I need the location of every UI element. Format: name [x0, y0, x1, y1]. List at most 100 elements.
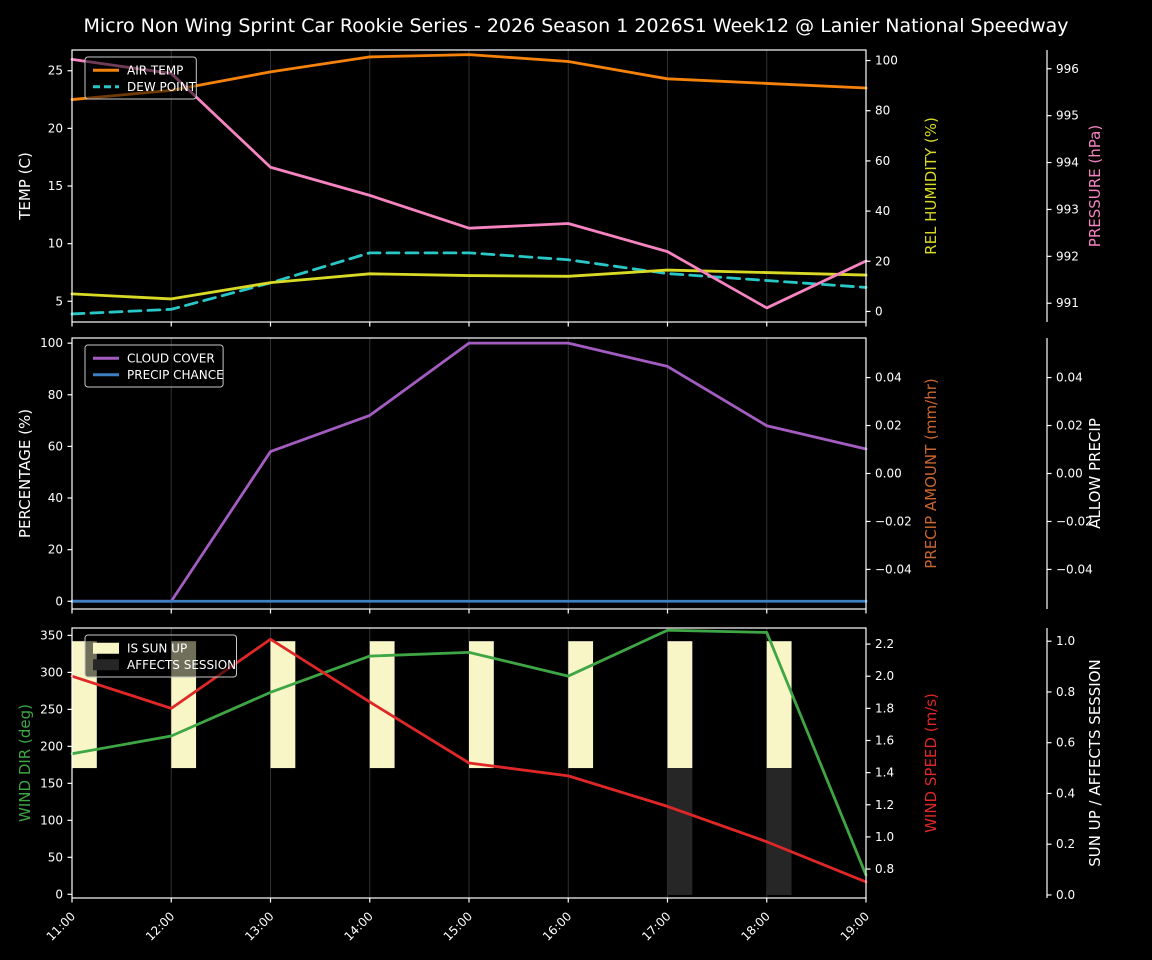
pressure-line — [70, 57, 868, 310]
y-tick-label: 60 — [48, 439, 63, 453]
axis-label-rel-humidity-: REL HUMIDITY (%) — [922, 117, 940, 255]
y-axis-left-temp-c-: 5 10 15 20 25 TEMP (C) — [16, 64, 72, 308]
subplot-precipitation: 0 20 40 60 80 100 PERCENTAGE (%) −0.04 −0.02 0.00… — [16, 336, 1104, 614]
y-tick-label: 1.0 — [1056, 634, 1075, 648]
wind-dir-line — [70, 628, 868, 877]
x-tick-label: 13:00 — [242, 909, 276, 943]
y-tick-label: 2.0 — [875, 669, 894, 683]
y-tick-label: 0 — [55, 594, 63, 608]
y-tick-label: 150 — [40, 776, 63, 790]
y-axis-right-precip-amount-mm-hr-: −0.04 −0.02 0.00 0.02 0.04 PRECIP AMOUNT (mm/… — [866, 371, 940, 576]
y-tick-label: 25 — [48, 64, 63, 78]
y-tick-label: 100 — [875, 54, 898, 68]
axis-label-percentage-: PERCENTAGE (%) — [16, 409, 34, 538]
y-tick-label: 20 — [875, 254, 890, 268]
y-tick-label: 1.8 — [875, 701, 894, 715]
affects-session-swatch — [93, 659, 119, 671]
legend-label: IS SUN UP — [127, 641, 187, 655]
y-tick-label: 1.6 — [875, 734, 894, 748]
x-axis-ticks: 11:00 12:00 13:00 14:00 15:00 16:00 17:00 18:00… — [44, 898, 872, 944]
y-tick-label: 0.8 — [1056, 685, 1075, 699]
axis-label-temp-c-: TEMP (C) — [16, 152, 34, 221]
legend-label: DEW POINT — [127, 80, 197, 94]
y-axis-offset-allow-precip: −0.04 −0.02 0.00 0.02 0.04 ALLOW PRECIP — [1046, 338, 1104, 609]
y-tick-label: 300 — [40, 665, 63, 679]
y-tick-label: −0.04 — [875, 562, 912, 576]
y-tick-label: 100 — [40, 813, 63, 827]
y-tick-label: 0.04 — [875, 371, 902, 385]
y-tick-label: 0.2 — [1056, 837, 1075, 851]
subplot-wind: 11:00 12:00 13:00 14:00 15:00 16:00 17:00 18:00… — [16, 627, 1104, 944]
axis-label-wind-dir-deg-: WIND DIR (deg) — [16, 704, 34, 822]
y-tick-label: 0.00 — [1056, 467, 1083, 481]
y-tick-label: 0.0 — [1056, 888, 1075, 902]
x-tick-label: 12:00 — [143, 909, 177, 943]
y-tick-label: 80 — [48, 388, 63, 402]
cloud-cover-line — [70, 341, 868, 603]
axis-label-wind-speed-m-s-: WIND SPEED (m/s) — [922, 693, 940, 833]
y-tick-label: 991 — [1056, 296, 1079, 310]
x-tick-label: 19:00 — [838, 909, 872, 943]
figure-title: Micro Non Wing Sprint Car Rookie Series … — [83, 15, 1069, 37]
wind-speed-line — [70, 637, 868, 884]
rel-humidity-line — [70, 268, 868, 301]
y-tick-label: 994 — [1056, 156, 1079, 170]
y-tick-label: 1.2 — [875, 798, 894, 812]
legend-temperature: AIR TEMP DEW POINT — [84, 56, 197, 100]
air-temp-line — [70, 53, 868, 101]
y-axis-left-wind-dir-deg-: 0 50 100 150 200 250 300 350 WIND DIR (deg) — [16, 628, 72, 901]
x-tick-label: 15:00 — [441, 909, 475, 943]
y-tick-label: 100 — [40, 336, 63, 350]
y-tick-label: 200 — [40, 739, 63, 753]
y-tick-label: 20 — [48, 121, 63, 135]
subplot-temperature: 5 10 15 20 25 TEMP (C) 0 20 40 60 80 100 REL HUMIDIT… — [16, 49, 1104, 327]
y-tick-label: 0 — [875, 304, 883, 318]
y-tick-label: 10 — [48, 237, 63, 251]
y-tick-label: 0.02 — [1056, 419, 1083, 433]
legend-label: AFFECTS SESSION — [127, 658, 236, 672]
y-tick-label: 60 — [875, 154, 890, 168]
x-axis-ticks — [71, 609, 867, 614]
x-tick-label: 11:00 — [44, 909, 78, 943]
axis-label-allow-precip: ALLOW PRECIP — [1086, 418, 1104, 529]
legend-precipitation: CLOUD COVER PRECIP CHANCE — [84, 344, 224, 388]
axis-label-sun-up-affects-session: SUN UP / AFFECTS SESSION — [1086, 659, 1104, 867]
y-tick-label: 15 — [48, 179, 63, 193]
y-tick-label: −0.04 — [1056, 562, 1093, 576]
y-tick-label: 20 — [48, 543, 63, 557]
y-tick-label: 1.0 — [875, 830, 894, 844]
y-tick-label: 50 — [48, 850, 63, 864]
y-tick-label: 0.4 — [1056, 786, 1075, 800]
x-axis-ticks — [71, 322, 867, 327]
y-axis-offset-sun-up-affects-session: 0.0 0.2 0.4 0.6 0.8 1.0 SUN UP / AFFECTS SESSI… — [1046, 628, 1104, 902]
y-tick-label: −0.02 — [1056, 514, 1093, 528]
y-tick-label: 993 — [1056, 202, 1079, 216]
y-tick-label: 995 — [1056, 109, 1079, 123]
legend-wind: IS SUN UP AFFECTS SESSION — [84, 634, 237, 678]
y-axis-offset-pressure-hpa-: 991 992 993 994 995 996 PRESSURE (hPa) — [1046, 50, 1104, 322]
affects-session-bars — [667, 768, 792, 895]
y-tick-label: 80 — [875, 104, 890, 118]
axis-label-pressure-hpa-: PRESSURE (hPa) — [1086, 125, 1104, 247]
y-tick-label: 350 — [40, 628, 63, 642]
y-tick-label: 992 — [1056, 249, 1079, 263]
y-tick-label: 40 — [875, 204, 890, 218]
y-axis-left-percentage-: 0 20 40 60 80 100 PERCENTAGE (%) — [16, 336, 72, 608]
is-sun-up-bars — [72, 641, 792, 769]
axis-label-precip-amount-mm-hr-: PRECIP AMOUNT (mm/hr) — [922, 378, 940, 568]
y-tick-label: 2.2 — [875, 637, 894, 651]
y-tick-label: −0.02 — [875, 514, 912, 528]
y-tick-label: 0.04 — [1056, 371, 1083, 385]
y-tick-label: 40 — [48, 491, 63, 505]
y-tick-label: 0.8 — [875, 862, 894, 876]
x-tick-label: 17:00 — [639, 909, 673, 943]
y-tick-label: 0.02 — [875, 419, 902, 433]
legend-label: PRECIP CHANCE — [127, 368, 224, 382]
legend-label: AIR TEMP — [127, 63, 183, 77]
is-sun-up-swatch — [93, 642, 119, 654]
x-tick-label: 16:00 — [540, 909, 574, 943]
y-tick-label: 0.00 — [875, 467, 902, 481]
y-tick-label: 1.4 — [875, 766, 894, 780]
x-tick-label: 14:00 — [342, 909, 376, 943]
